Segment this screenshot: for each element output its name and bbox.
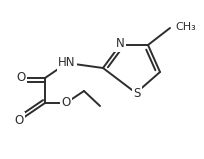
Text: O: O — [61, 96, 70, 108]
Text: O: O — [14, 114, 23, 127]
Text: HN: HN — [58, 56, 75, 69]
Text: CH₃: CH₃ — [174, 22, 195, 32]
Text: S: S — [133, 87, 140, 100]
Text: O: O — [16, 72, 26, 84]
Text: N: N — [115, 38, 124, 51]
